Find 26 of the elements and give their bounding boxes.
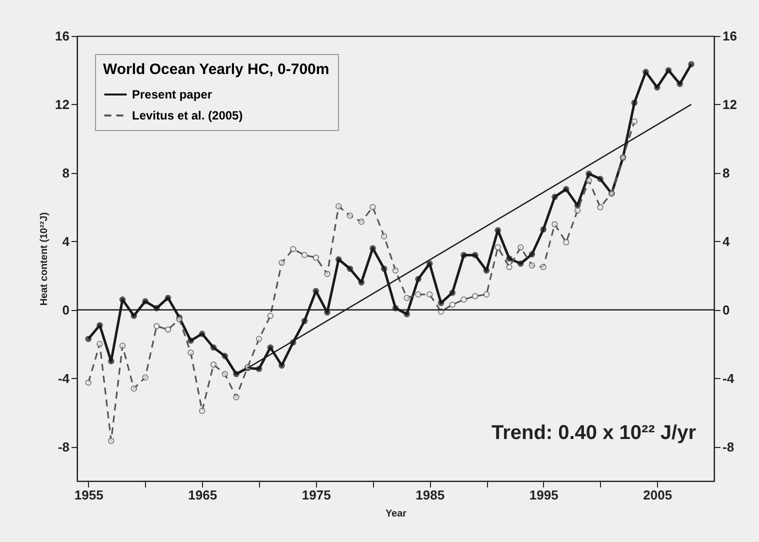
legend-label: Levitus et al. (2005)	[132, 108, 243, 122]
y2-tick-label: -4	[722, 370, 735, 386]
y2-tick-label: 4	[722, 234, 730, 249]
x-tick-label: 2005	[643, 488, 672, 502]
y2-tick-label: 12	[722, 96, 737, 112]
x-tick-label: 1955	[74, 488, 104, 502]
x-tick-label: 1975	[302, 488, 331, 502]
y-tick-label: 16	[55, 28, 70, 44]
y-tick-label: 0	[62, 302, 70, 318]
annotation: Trend: 0.40 x 10²² J/yr	[491, 422, 696, 444]
y-tick-label: -4	[58, 370, 70, 386]
y-tick-label: 8	[62, 165, 70, 180]
legend-title: World Ocean Yearly HC, 0-700m	[103, 61, 330, 78]
y2-tick-label: 16	[722, 28, 737, 44]
y-tick-label: 12	[55, 96, 70, 112]
x-tick-label: 1985	[416, 488, 445, 502]
x-tick-label: 1965	[188, 488, 218, 502]
y2-tick-label: -8	[722, 439, 734, 454]
legend-label: Present paper	[132, 88, 212, 102]
x-tick-label: 1995	[529, 488, 558, 502]
x-axis-title: Year	[385, 508, 407, 520]
y2-tick-label: 8	[722, 165, 730, 180]
y-tick-label: 4	[62, 234, 70, 249]
y-axis-title: Heat content (10²²J)	[39, 212, 50, 306]
y2-tick-label: 0	[722, 302, 730, 318]
y-tick-label: -8	[58, 439, 70, 454]
